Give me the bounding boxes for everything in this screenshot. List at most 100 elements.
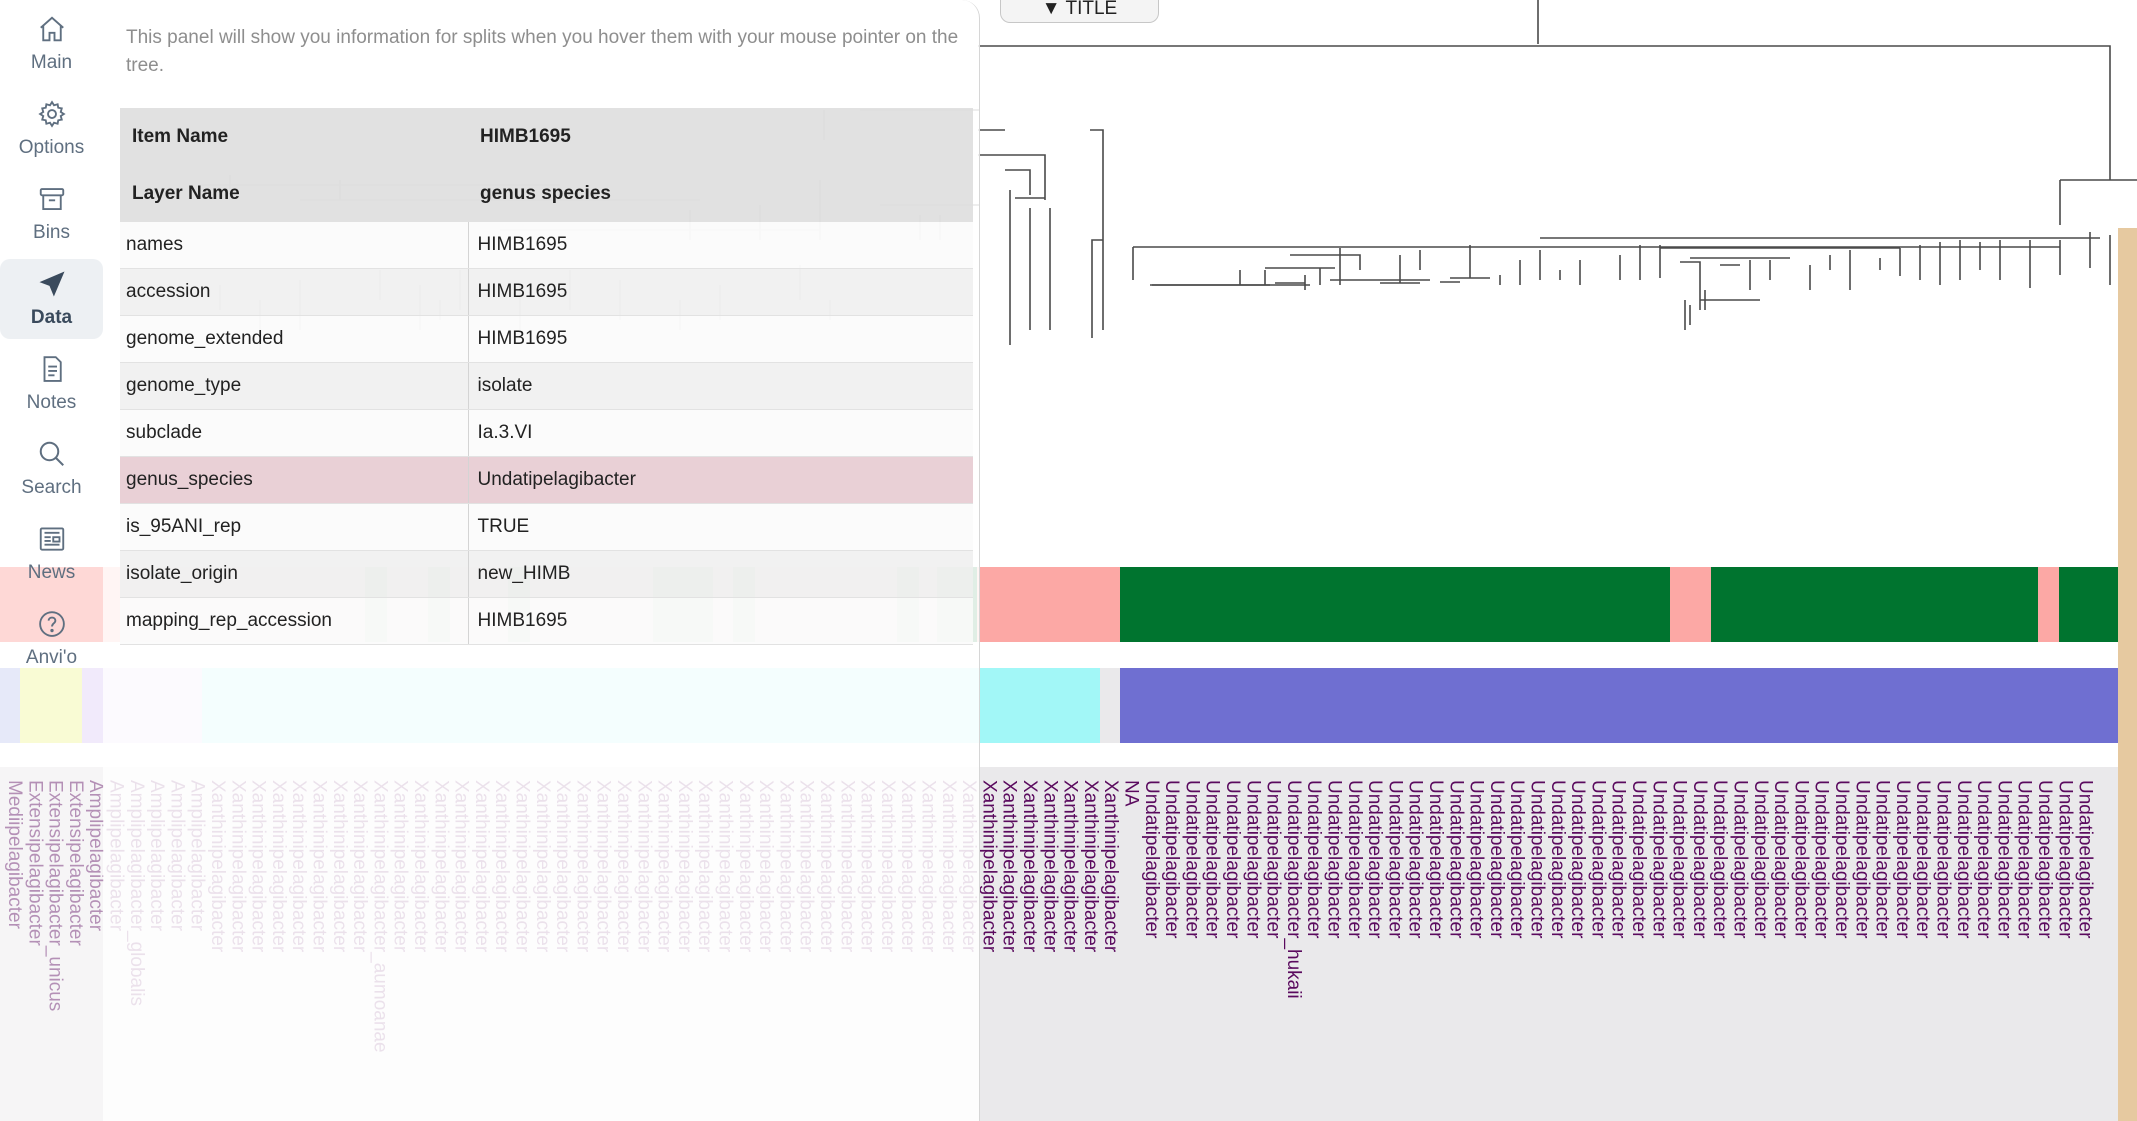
row-key: subclade: [120, 409, 468, 457]
send-icon: [39, 271, 64, 297]
tip-label: Undatipelagibacter: [1384, 780, 1406, 939]
search-icon: [39, 441, 64, 466]
tip-label: NA: [1120, 780, 1142, 807]
sidebar-item-label: Search: [21, 477, 82, 498]
tip-label: Undatipelagibacter: [2054, 780, 2076, 939]
sidebar-item-notes[interactable]: Notes: [0, 344, 103, 424]
tip-label: Undatipelagibacter: [1546, 780, 1568, 939]
tip-label: Undatipelagibacter: [1729, 780, 1751, 939]
table-row: isolate_origin new_HIMB: [120, 550, 973, 598]
row-key: genus_species: [120, 456, 468, 504]
table-row: mapping_rep_accession HIMB1695: [120, 597, 973, 645]
item-name-label: Item Name: [120, 108, 468, 165]
table-row: names HIMB1695: [120, 222, 973, 269]
table-row: genome_type isolate: [120, 362, 973, 410]
tip-label: Undatipelagibacter: [1871, 780, 1893, 939]
row-value: new_HIMB: [467, 550, 973, 598]
hover-info-panel: This panel will show you information for…: [103, 0, 980, 1121]
tip-label: Undatipelagibacter: [1912, 780, 1934, 939]
tip-label: Undatipelagibacter: [2013, 780, 2035, 939]
tip-label: Undatipelagibacter: [1161, 780, 1183, 939]
tip-label: Xanthinipelagibacter: [998, 780, 1020, 953]
sidebar-item-label: Main: [30, 52, 73, 73]
tip-label: Undatipelagibacter: [1181, 780, 1203, 939]
tip-label: Undatipelagibacter: [1140, 780, 1162, 939]
tip-label: Undatipelagibacter: [1364, 780, 1386, 939]
table-row: is_95ANI_rep TRUE: [120, 503, 973, 551]
gear-icon: [37, 100, 66, 128]
tip-label: Undatipelagibacter: [1404, 780, 1426, 939]
tip-label: Undatipelagibacter: [1587, 780, 1609, 939]
sidebar-item-label: Notes: [26, 392, 77, 413]
layer-name-value: genus species: [468, 165, 973, 222]
sidebar-item-options[interactable]: Options: [0, 89, 103, 169]
tip-label: Undatipelagibacter: [1749, 780, 1771, 939]
tip-label: Undatipelagibacter: [1445, 780, 1467, 939]
tip-label: Xanthinipelagibacter: [1039, 780, 1061, 953]
tip-label: Undatipelagibacter: [1831, 780, 1852, 939]
newspaper-icon: [39, 527, 64, 551]
sidebar-item-bins[interactable]: Bins: [0, 174, 103, 254]
layer-name-label: Layer Name: [120, 165, 468, 222]
tip-label: Undatipelagibacter: [1952, 780, 1974, 939]
tip-label: Undatipelagibacter: [1343, 780, 1365, 939]
sidebar-item-main[interactable]: Main: [0, 4, 103, 84]
sidebar-item-label: News: [27, 562, 76, 583]
row-value: HIMB1695: [467, 268, 973, 316]
row-value: Undatipelagibacter: [467, 456, 973, 504]
tip-label: Undatipelagibacter: [1648, 780, 1670, 939]
row-value: Ia.3.VI: [467, 409, 973, 457]
tip-label: Undatipelagibacter: [1891, 780, 1913, 939]
row-key: is_95ANI_rep: [120, 503, 468, 551]
sidebar-item-anvio[interactable]: Anvi'o: [0, 599, 103, 679]
tip-label: Undatipelagibacter: [1628, 780, 1649, 939]
sidebar-item-label: Bins: [33, 222, 70, 243]
row-key: names: [120, 222, 468, 269]
row-value: isolate: [467, 362, 973, 410]
document-icon: [43, 356, 62, 382]
sidebar-item-label: Options: [18, 137, 85, 158]
row-key: genome_extended: [120, 315, 468, 363]
home-icon: [39, 16, 64, 42]
tip-label: Undatipelagibacter: [1201, 780, 1223, 939]
sidebar-item-search[interactable]: Search: [0, 429, 103, 509]
tip-label: Undatipelagibacter: [1607, 780, 1629, 939]
row-key: accession: [120, 268, 468, 316]
title-toggle-button[interactable]: ▼ TITLE: [1000, 0, 1159, 23]
tip-label: Undatipelagibacter: [1242, 780, 1264, 939]
table-row: genome_extended HIMB1695: [120, 315, 973, 363]
sidebar-item-label: Data: [30, 307, 73, 328]
table-header-row: Item Name HIMB1695: [120, 108, 973, 165]
help-icon: [38, 611, 65, 637]
row-value: HIMB1695: [467, 597, 973, 645]
tip-label: Undatipelagibacter: [1303, 780, 1325, 939]
table-row: subclade Ia.3.VI: [120, 409, 973, 457]
tip-label: Undatipelagibacter: [2034, 780, 2055, 939]
sidebar-item-data[interactable]: Data: [0, 259, 103, 339]
row-value: HIMB1695: [467, 222, 973, 269]
tip-label: Undatipelagibacter: [1993, 780, 2015, 939]
tip-label: Undatipelagibacter: [1222, 780, 1243, 939]
sidebar-item-label: Anvi'o: [25, 647, 78, 668]
tip-label: Undatipelagibacter: [1790, 780, 1812, 939]
tip-label: Undatipelagibacter: [1810, 780, 1832, 939]
row-key: isolate_origin: [120, 550, 468, 598]
tip-label: Undatipelagibacter_hukaii: [1282, 780, 1304, 999]
tip-label: Xanthinipelagibacter: [1019, 780, 1040, 953]
tip-label: Undatipelagibacter: [1262, 780, 1284, 939]
tip-label: Undatipelagibacter: [1932, 780, 1954, 939]
item-name-value: HIMB1695: [468, 108, 973, 165]
tip-label: Undatipelagibacter: [2074, 780, 2096, 939]
tip-label: Xanthinipelagibacter: [1100, 780, 1122, 953]
tip-label: Undatipelagibacter: [1323, 780, 1345, 939]
tip-label: Undatipelagibacter: [1770, 780, 1792, 939]
tip-label: Undatipelagibacter: [1526, 780, 1548, 939]
tip-label: Undatipelagibacter: [1668, 780, 1690, 939]
table-row-highlighted: genus_species Undatipelagibacter: [120, 456, 973, 504]
row-key: mapping_rep_accession: [120, 597, 468, 645]
tip-label: Undatipelagibacter: [1506, 780, 1528, 939]
tip-label: Xanthinipelagibacter: [1079, 780, 1101, 953]
sidebar-item-news[interactable]: News: [0, 514, 103, 594]
row-value: HIMB1695: [467, 315, 973, 363]
tip-label: Xanthinipelagibacter: [1059, 780, 1081, 953]
